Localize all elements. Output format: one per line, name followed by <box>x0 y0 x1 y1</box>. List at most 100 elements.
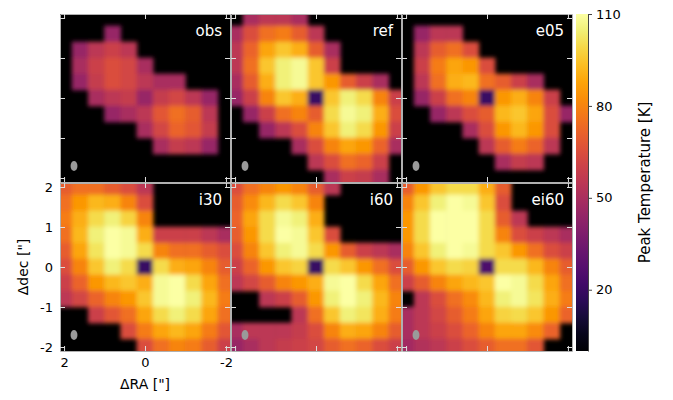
cell <box>340 259 357 276</box>
cell <box>356 170 373 182</box>
panel-background <box>60 183 230 351</box>
cell <box>104 195 121 212</box>
cell <box>291 106 308 123</box>
cell <box>120 106 137 123</box>
cell <box>137 211 154 228</box>
tick-mark <box>64 177 65 182</box>
cell <box>201 339 218 351</box>
cell <box>291 74 308 91</box>
panel-title: e05 <box>536 22 564 40</box>
cell <box>511 90 528 107</box>
cell <box>462 275 479 292</box>
cell <box>72 183 89 195</box>
cell <box>308 74 325 91</box>
tick: 0 <box>141 346 149 370</box>
cell <box>543 307 560 324</box>
cell <box>231 90 243 107</box>
cell <box>201 243 218 260</box>
tick <box>567 18 572 19</box>
tick-mark <box>60 187 65 188</box>
axis <box>231 184 236 352</box>
tick-mark <box>487 177 488 182</box>
cell <box>275 339 292 351</box>
plot-area <box>71 26 219 171</box>
cell <box>137 227 154 244</box>
cell <box>104 183 121 195</box>
cell <box>218 323 230 340</box>
cell <box>414 58 431 75</box>
cell <box>389 323 401 340</box>
cell <box>72 195 89 212</box>
cell <box>527 74 544 91</box>
cell <box>275 195 292 212</box>
cell <box>201 307 218 324</box>
cell <box>495 195 512 212</box>
cell <box>120 90 137 107</box>
cell <box>430 307 447 324</box>
cell <box>153 259 170 276</box>
cell <box>137 243 154 260</box>
cell <box>372 106 389 123</box>
cell <box>120 74 137 91</box>
axis-line <box>230 15 231 183</box>
cell <box>543 138 560 155</box>
tick-label: 110 <box>596 7 621 22</box>
cell <box>201 122 218 139</box>
panel-background <box>60 14 230 182</box>
cell <box>169 138 186 155</box>
axis <box>403 346 573 352</box>
cell <box>446 26 463 43</box>
cell <box>446 307 463 324</box>
tick <box>567 98 572 99</box>
cell <box>243 227 260 244</box>
cell <box>511 74 528 91</box>
cell <box>275 74 292 91</box>
tick <box>60 18 65 19</box>
cell <box>324 259 341 276</box>
cell <box>356 90 373 107</box>
cell <box>402 243 414 260</box>
tick-mark <box>60 138 65 139</box>
cell <box>479 243 496 260</box>
cell <box>259 259 276 276</box>
cell <box>324 275 341 292</box>
tick <box>231 138 236 139</box>
tick-mark <box>64 346 65 351</box>
cell <box>308 122 325 139</box>
tick <box>225 138 230 139</box>
axis <box>225 184 231 352</box>
tick <box>226 177 227 182</box>
cell <box>495 90 512 107</box>
tick-mark <box>231 187 236 188</box>
cell <box>153 74 170 91</box>
tick-mark <box>316 346 317 351</box>
cell <box>495 106 512 123</box>
tick-mark <box>588 198 592 199</box>
cell <box>185 307 202 324</box>
cell <box>402 259 414 276</box>
cell <box>218 259 230 276</box>
cell <box>291 243 308 260</box>
tick-mark <box>406 346 407 351</box>
tick: 1 <box>45 220 65 235</box>
cell <box>88 275 105 292</box>
cell <box>231 183 243 195</box>
cell <box>308 227 325 244</box>
cell <box>479 259 496 276</box>
tick <box>225 227 230 228</box>
axis-line <box>61 351 231 352</box>
cell <box>72 291 89 308</box>
tick-mark <box>396 58 401 59</box>
tick <box>567 267 572 268</box>
tick-mark <box>231 347 236 348</box>
cell <box>243 106 260 123</box>
beam <box>242 161 249 171</box>
axis <box>61 177 231 183</box>
cell <box>479 339 496 351</box>
tick-label: 50 <box>596 190 613 205</box>
cell <box>324 291 341 308</box>
axis-line <box>230 184 231 352</box>
cell <box>560 243 572 260</box>
cell <box>543 275 560 292</box>
cell <box>356 154 373 171</box>
